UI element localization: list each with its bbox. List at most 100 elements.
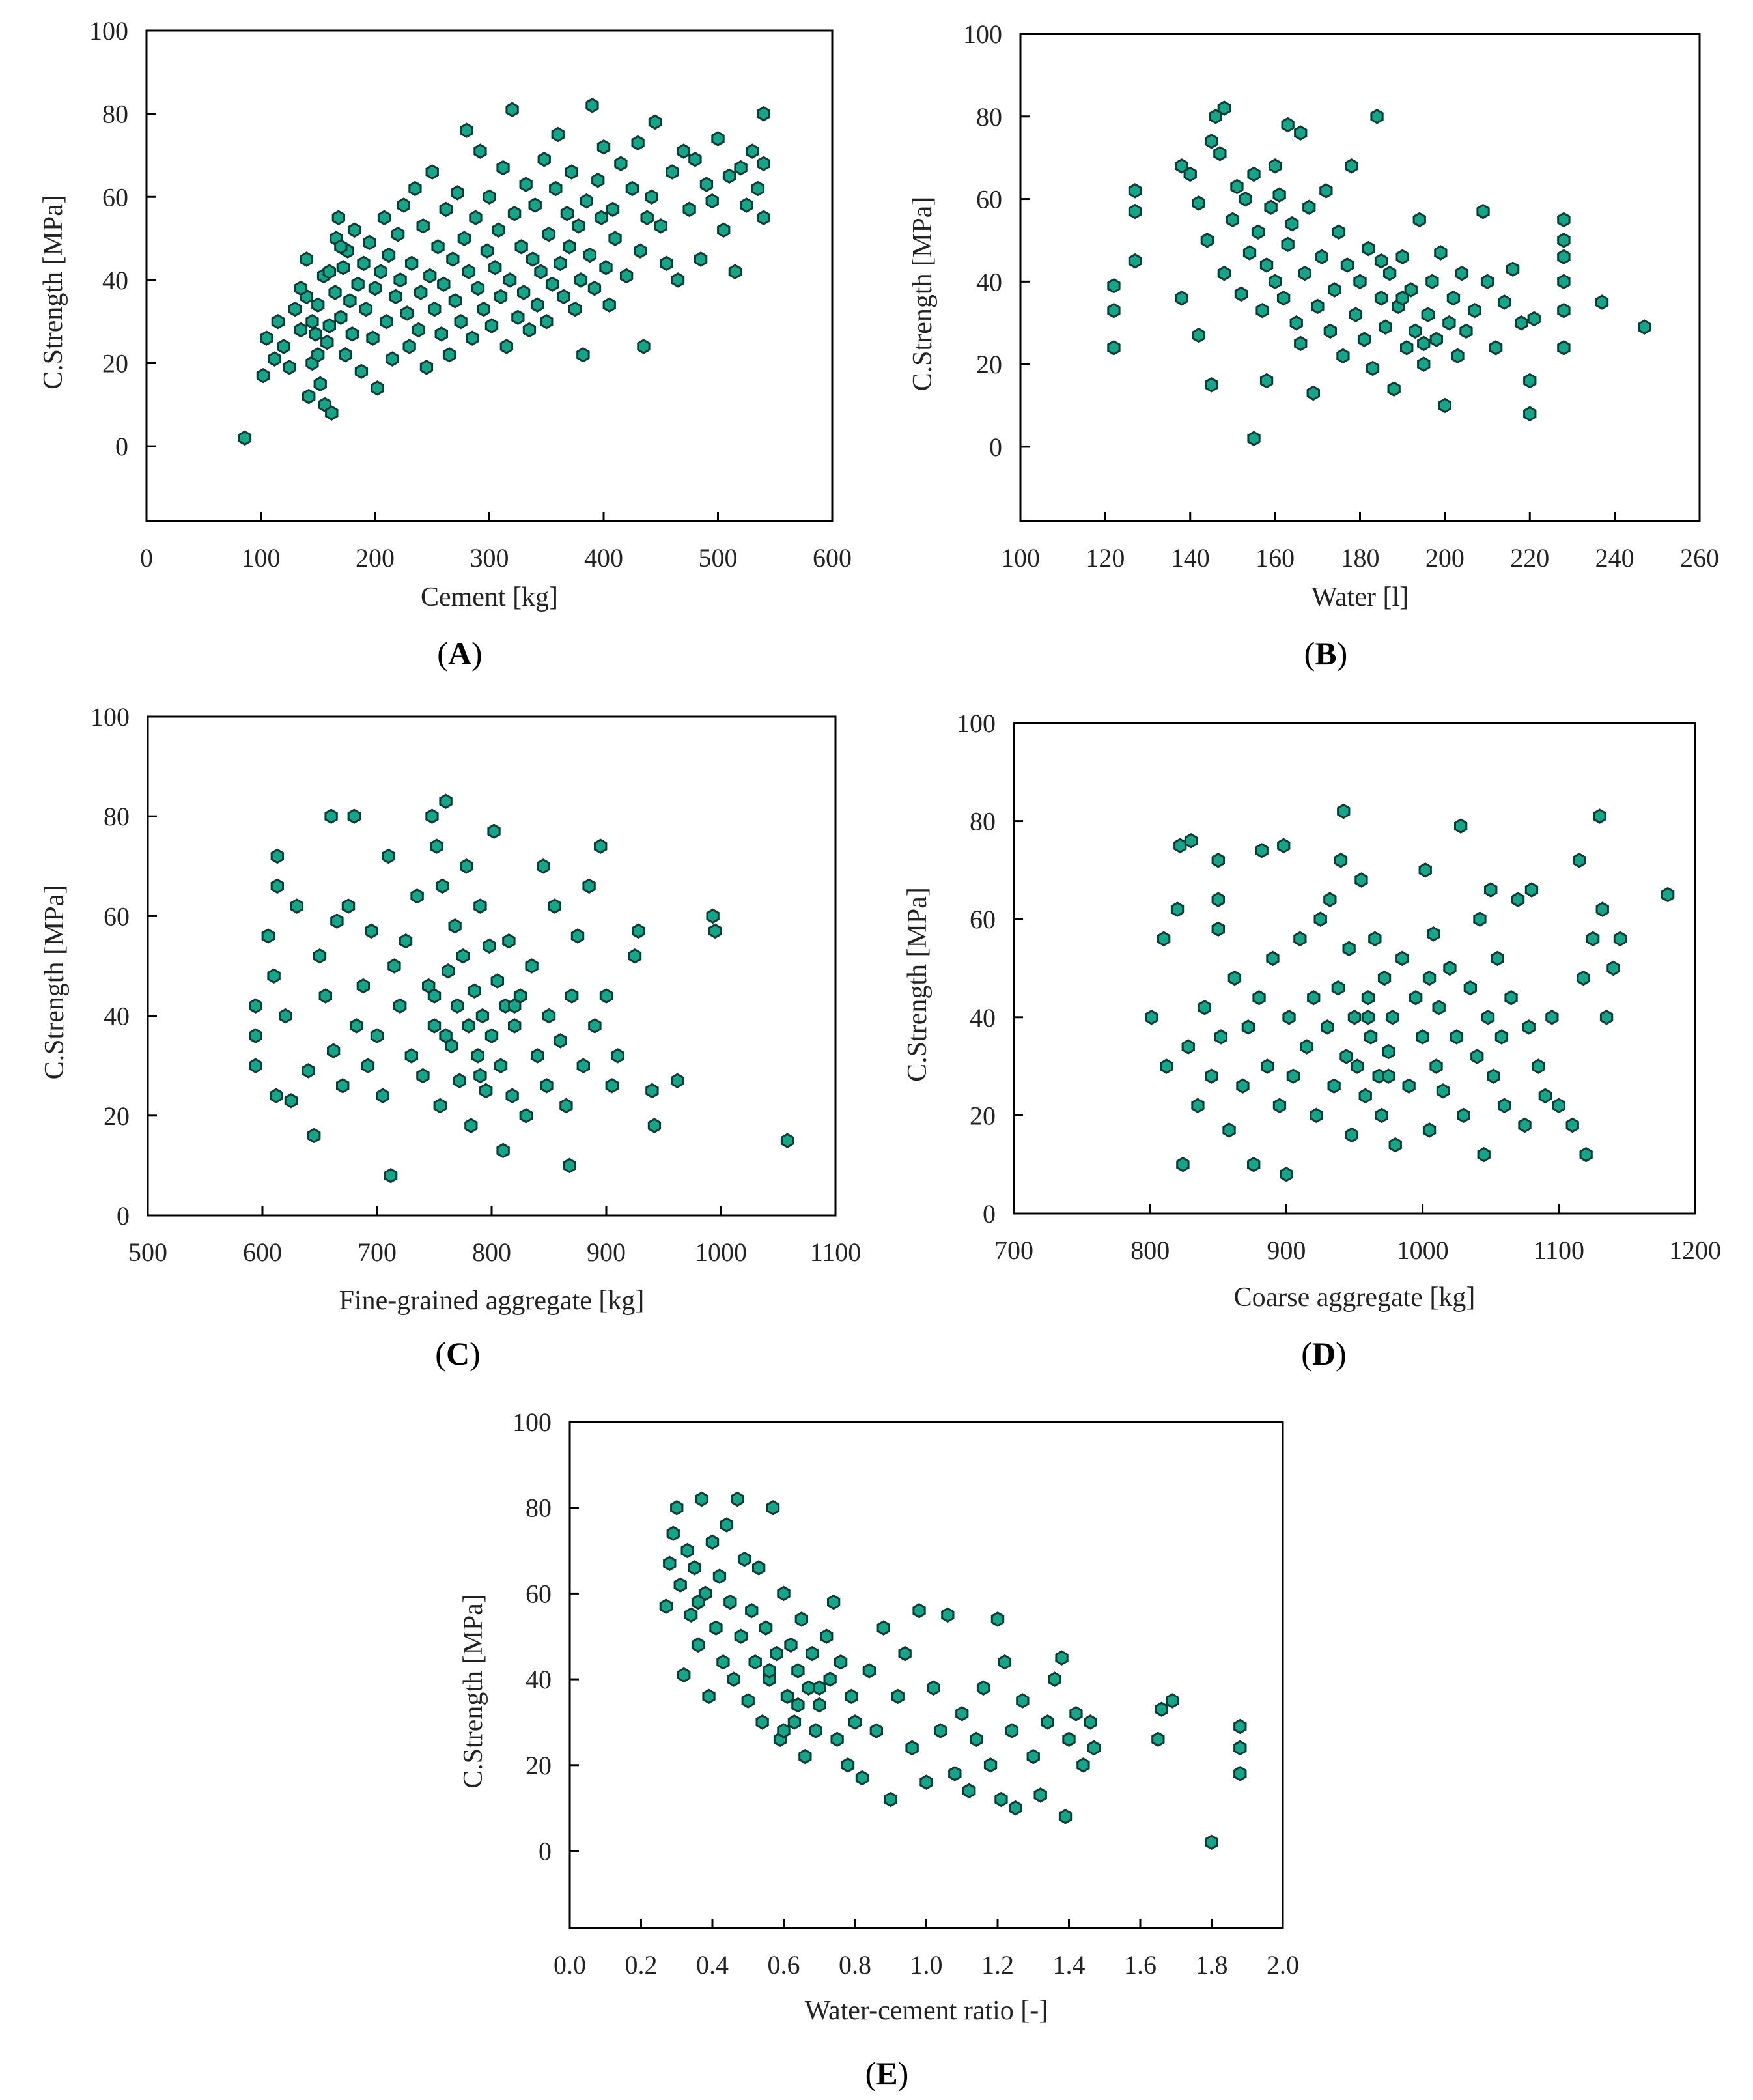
data-point [645,1083,659,1099]
data-point [341,898,356,914]
x-tick-label: 1.0 [910,1950,943,1979]
data-point [1313,911,1327,927]
data-point [1213,146,1227,162]
data-point [328,285,342,300]
data-point [496,1142,510,1159]
data-point [709,1620,723,1636]
x-tick-label: 2.0 [1267,1950,1299,1979]
data-point [570,928,585,944]
data-point [845,1688,858,1705]
data-point [677,143,690,159]
data-point [1311,298,1325,315]
data-point [809,1723,822,1738]
x-tick-label: 700 [994,1236,1033,1265]
data-point [1454,818,1468,834]
y-tick-label: 20 [102,349,128,378]
data-point [404,1048,418,1064]
data-point [462,1018,475,1034]
data-point [1227,970,1242,986]
data-point [1487,1068,1500,1084]
data-point [631,135,645,151]
data-point [738,1551,751,1567]
data-point [1593,808,1606,824]
data-point [806,1645,819,1662]
data-point [484,318,499,333]
data-point [469,210,483,225]
data-point [698,1585,712,1602]
data-point [386,351,399,367]
data-point [1272,187,1286,203]
data-point [357,255,371,272]
x-axis-label: Fine-grained aggregate [kg] [339,1286,645,1316]
data-point [400,305,414,321]
data-point [1289,315,1303,331]
data-point [436,878,449,894]
data-point [898,1645,912,1662]
x-tick-label: 120 [1086,543,1125,573]
data-point [1233,1766,1247,1781]
data-point [322,264,336,279]
data-point [430,838,443,854]
data-point [1523,406,1537,421]
data-point [460,858,473,874]
data-point [823,1671,837,1687]
data-point [483,189,496,205]
data-point [684,1607,698,1623]
x-tick-label: 0.6 [768,1950,800,1979]
y-tick-label: 0 [115,432,128,461]
data-point [1498,1098,1511,1114]
data-point [634,243,647,259]
data-point [1638,319,1651,335]
x-tick-label: 0.0 [554,1950,586,1979]
data-point [1247,431,1261,446]
data-point [1048,1671,1061,1687]
data-point [673,1577,687,1593]
x-tick-label: 1.6 [1124,1950,1157,1979]
data-point [1247,1156,1261,1172]
data-point [267,968,281,984]
data-point [748,1654,762,1670]
x-tick-label: 160 [1255,543,1295,573]
data-point [625,180,639,197]
data-point [351,276,365,292]
data-point [1506,261,1520,277]
y-tick-label: 0 [117,1201,130,1230]
data-point [1336,348,1350,364]
data-point [531,1048,544,1064]
data-point [475,1008,490,1024]
data-point [1255,843,1269,858]
y-tick-label: 80 [526,1494,552,1523]
data-point [1361,989,1375,1006]
data-point [1298,265,1311,281]
data-point [423,268,437,284]
data-point [1481,1010,1495,1025]
data-point [955,1706,969,1722]
data-point [1491,950,1504,967]
data-point [1498,294,1511,310]
y-axis-label: C.Strength [MPa] [458,1594,488,1789]
data-point [559,1098,573,1114]
data-point [1409,989,1423,1006]
data-point [998,1654,1012,1670]
x-tick-label: 600 [813,543,852,573]
data-point [1247,166,1261,182]
data-point [345,326,359,342]
data-point [1328,282,1341,298]
data-point [611,1048,624,1064]
data-point [1310,1107,1323,1124]
data-point [277,339,290,354]
x-tick-label: 140 [1171,543,1210,573]
data-point [1307,989,1321,1006]
data-point [1417,356,1431,372]
data-point [1425,274,1439,290]
data-point [1382,1043,1395,1060]
panel-letter: A [448,635,471,672]
data-point [1455,265,1469,281]
data-point [1357,332,1371,347]
data-point [1362,240,1375,257]
data-point [994,1791,1008,1808]
data-point [545,276,559,292]
x-axis-label: Coarse aggregate [kg] [1234,1283,1476,1312]
data-point [238,430,252,446]
